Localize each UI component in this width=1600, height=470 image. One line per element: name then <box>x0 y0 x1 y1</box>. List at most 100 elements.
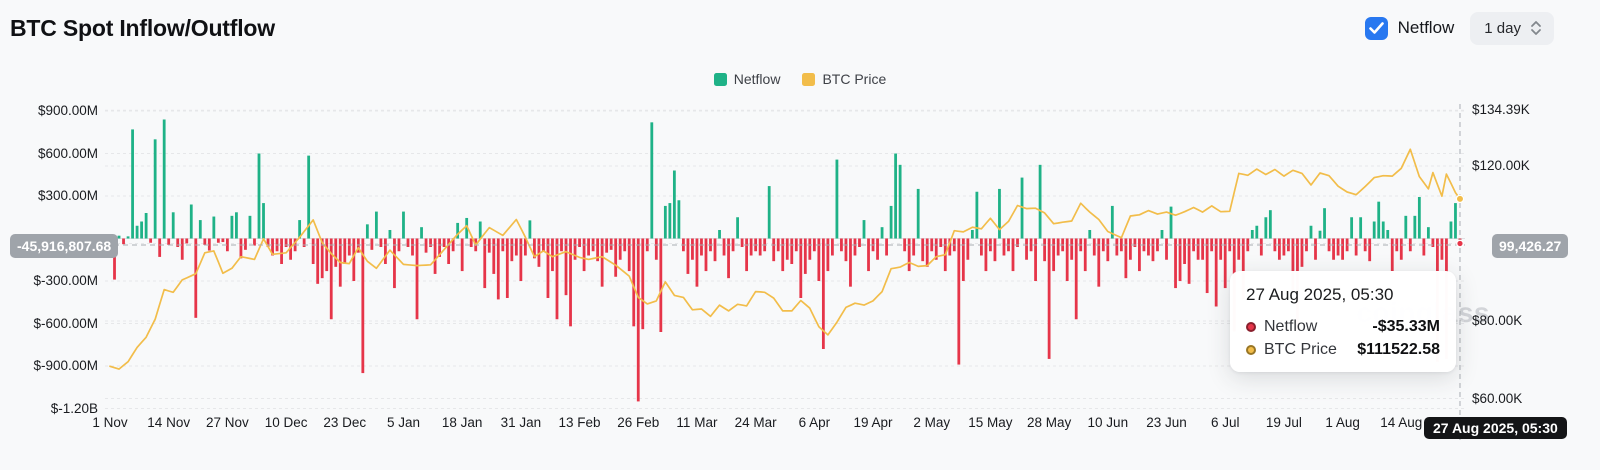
netflow-bar[interactable] <box>167 238 171 245</box>
netflow-bar[interactable] <box>320 238 324 279</box>
netflow-bar[interactable] <box>135 225 139 239</box>
netflow-bar[interactable] <box>1422 238 1426 256</box>
netflow-bar[interactable] <box>411 238 414 256</box>
netflow-bar[interactable] <box>582 238 586 272</box>
netflow-bar[interactable] <box>970 230 974 239</box>
netflow-bar[interactable] <box>384 238 387 265</box>
netflow-checkbox[interactable] <box>1364 16 1388 40</box>
netflow-bar[interactable] <box>758 238 762 256</box>
netflow-bar[interactable] <box>1210 238 1214 252</box>
netflow-bar[interactable] <box>605 238 609 253</box>
netflow-bar[interactable] <box>1065 238 1069 282</box>
netflow-bar[interactable] <box>1025 238 1028 260</box>
netflow-bar[interactable] <box>343 238 347 265</box>
netflow-bar[interactable] <box>311 238 315 265</box>
netflow-bar[interactable] <box>663 205 667 239</box>
netflow-bar[interactable] <box>198 220 202 239</box>
netflow-bar[interactable] <box>207 238 211 251</box>
netflow-bar[interactable] <box>785 238 789 260</box>
netflow-bar[interactable] <box>280 238 283 265</box>
netflow-bar[interactable] <box>271 238 274 256</box>
netflow-bar[interactable] <box>1381 221 1385 239</box>
netflow-bar[interactable] <box>1264 217 1268 239</box>
netflow-bar[interactable] <box>212 216 216 239</box>
netflow-bar[interactable] <box>776 238 780 252</box>
netflow-bar[interactable] <box>844 238 848 262</box>
netflow-bar[interactable] <box>1124 238 1128 279</box>
netflow-bar[interactable] <box>745 238 749 272</box>
netflow-bar[interactable] <box>1332 238 1335 260</box>
netflow-bar[interactable] <box>898 164 902 239</box>
netflow-bar[interactable] <box>1205 238 1209 294</box>
netflow-bar[interactable] <box>361 238 365 374</box>
netflow-bar[interactable] <box>731 238 735 252</box>
netflow-bar[interactable] <box>1390 238 1394 272</box>
netflow-bar[interactable] <box>1020 177 1024 239</box>
netflow-bar[interactable] <box>1056 238 1060 256</box>
netflow-bar[interactable] <box>1309 225 1313 239</box>
netflow-bar[interactable] <box>244 238 247 250</box>
netflow-bar[interactable] <box>1034 238 1037 282</box>
netflow-bar[interactable] <box>153 139 157 239</box>
netflow-bar[interactable] <box>1336 238 1340 256</box>
netflow-bar[interactable] <box>316 238 320 284</box>
netflow-bar[interactable] <box>302 238 306 248</box>
netflow-bar[interactable] <box>749 238 753 256</box>
netflow-bar[interactable] <box>939 238 943 248</box>
netflow-bar[interactable] <box>614 238 618 277</box>
netflow-bar[interactable] <box>916 188 920 239</box>
netflow-bar[interactable] <box>438 238 441 257</box>
netflow-bar[interactable] <box>374 211 378 239</box>
netflow-bar[interactable] <box>248 215 252 239</box>
netflow-bar[interactable] <box>921 238 925 262</box>
netflow-bar[interactable] <box>239 238 243 259</box>
netflow-bar[interactable] <box>930 238 934 252</box>
netflow-bar[interactable] <box>636 238 640 402</box>
netflow-bar[interactable] <box>180 238 184 260</box>
netflow-toggle[interactable]: Netflow <box>1364 16 1454 40</box>
netflow-bar[interactable] <box>194 238 198 318</box>
netflow-bar[interactable] <box>1029 238 1033 252</box>
netflow-bar[interactable] <box>1133 238 1137 248</box>
netflow-bar[interactable] <box>799 238 803 299</box>
netflow-bar[interactable] <box>203 238 207 245</box>
netflow-bar[interactable] <box>650 122 654 239</box>
btc-price-line[interactable] <box>109 148 1461 370</box>
netflow-bar[interactable] <box>1246 238 1250 252</box>
netflow-bar[interactable] <box>1101 238 1105 252</box>
netflow-bar[interactable] <box>1214 238 1218 307</box>
netflow-bar[interactable] <box>478 221 482 239</box>
netflow-bar[interactable] <box>858 238 861 248</box>
netflow-bar[interactable] <box>691 238 694 260</box>
netflow-bar[interactable] <box>1192 238 1195 252</box>
interval-select[interactable]: 1 day <box>1470 11 1554 45</box>
netflow-bar[interactable] <box>894 153 898 239</box>
netflow-bar[interactable] <box>433 238 437 274</box>
netflow-bar[interactable] <box>307 155 311 239</box>
netflow-bar[interactable] <box>840 238 843 252</box>
netflow-bar[interactable] <box>266 238 270 248</box>
netflow-bar[interactable] <box>1386 230 1390 239</box>
netflow-bar[interactable] <box>325 238 329 272</box>
legend-item-netflow[interactable]: Netflow <box>713 71 780 87</box>
netflow-bar[interactable] <box>356 238 360 253</box>
netflow-bar[interactable] <box>171 212 175 239</box>
netflow-bar[interactable] <box>1106 238 1110 262</box>
netflow-bar[interactable] <box>1354 238 1358 256</box>
netflow-bar[interactable] <box>767 186 771 239</box>
netflow-bar[interactable] <box>176 238 180 248</box>
netflow-bar[interactable] <box>831 238 834 256</box>
netflow-bar[interactable] <box>998 188 1001 239</box>
netflow-bar[interactable] <box>1341 238 1344 260</box>
netflow-bar[interactable] <box>514 238 518 256</box>
netflow-bar[interactable] <box>1454 203 1457 239</box>
netflow-bar[interactable] <box>781 238 785 272</box>
netflow-bar[interactable] <box>1196 238 1200 260</box>
netflow-bar[interactable] <box>1259 238 1263 256</box>
netflow-bar[interactable] <box>1228 238 1232 252</box>
netflow-bar[interactable] <box>1156 238 1159 252</box>
netflow-bar[interactable] <box>523 238 527 256</box>
netflow-bar[interactable] <box>162 119 166 239</box>
netflow-bar[interactable] <box>555 238 559 320</box>
netflow-bar[interactable] <box>406 238 410 248</box>
